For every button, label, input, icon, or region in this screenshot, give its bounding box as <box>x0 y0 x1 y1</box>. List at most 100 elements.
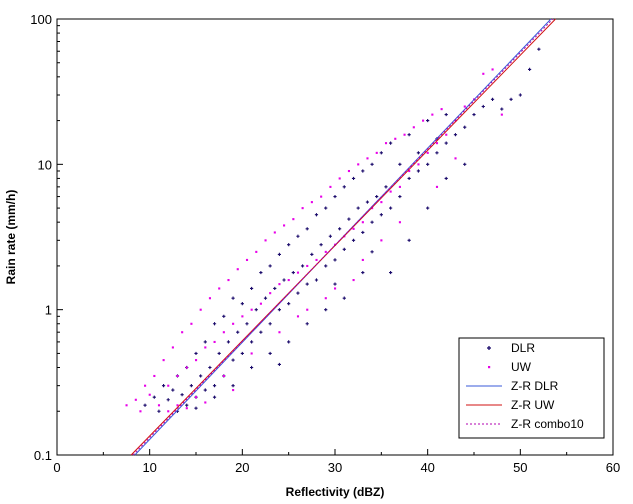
data-point-uw <box>389 190 392 193</box>
x-axis: 0 10 20 30 40 50 60 Reflectivity (dBZ) <box>53 460 620 499</box>
data-point-uw <box>134 398 137 401</box>
data-point-uw <box>417 163 420 166</box>
data-point-uw <box>278 283 281 286</box>
data-point-dlr <box>444 112 448 117</box>
data-point-uw <box>301 207 304 210</box>
data-point-dlr <box>287 243 291 247</box>
data-point-uw <box>259 302 262 305</box>
data-point-dlr <box>324 206 328 210</box>
data-point-dlr <box>226 340 231 344</box>
data-point-uw <box>338 177 341 180</box>
data-point-dlr <box>370 220 374 224</box>
data-point-uw <box>412 126 415 129</box>
y-tick-label: 10 <box>38 157 52 172</box>
data-point-uw <box>250 308 253 311</box>
data-point-dlr <box>472 112 476 117</box>
legend-label-zr-dlr: Z-R DLR <box>511 379 559 393</box>
data-point-uw <box>324 297 327 300</box>
data-point-dlr <box>231 384 235 388</box>
data-point-uw <box>204 401 207 404</box>
data-point-dlr <box>407 133 411 137</box>
data-point-dlr <box>426 118 430 123</box>
data-point-dlr <box>361 270 365 275</box>
data-point-dlr <box>268 351 272 356</box>
data-point-uw <box>403 133 406 136</box>
data-point-uw <box>296 315 300 318</box>
data-point-uw <box>482 72 485 75</box>
data-point-uw <box>320 195 323 198</box>
data-point-uw <box>269 292 272 295</box>
data-point-dlr <box>259 270 263 275</box>
data-point-dlr <box>273 286 277 291</box>
data-point-uw <box>435 185 439 188</box>
data-point-dlr <box>509 97 513 101</box>
data-point-dlr <box>389 270 393 275</box>
data-point-dlr <box>300 264 305 268</box>
data-point-dlr <box>444 176 448 181</box>
legend-item-zr-uw: Z-R UW <box>466 398 555 412</box>
data-point-uw <box>139 410 142 413</box>
data-point-uw <box>236 268 239 271</box>
data-point-uw <box>352 227 355 230</box>
x-tick-label: 0 <box>53 460 60 475</box>
data-point-uw <box>361 221 364 224</box>
data-point-uw <box>440 108 443 111</box>
data-point-uw <box>352 279 355 282</box>
data-point-dlr <box>277 308 281 312</box>
y-tick-label: 0.1 <box>34 448 52 463</box>
data-point-uw <box>195 396 198 399</box>
data-point-dlr <box>250 286 254 291</box>
series-uw <box>125 68 503 413</box>
data-point-dlr <box>333 258 337 262</box>
data-point-uw <box>157 404 161 407</box>
data-point-dlr <box>199 374 203 378</box>
data-point-uw <box>222 331 225 334</box>
data-point-dlr <box>310 252 314 257</box>
data-point-uw <box>167 384 170 387</box>
data-point-uw <box>347 169 350 173</box>
data-point-uw <box>422 119 425 122</box>
data-point-uw <box>185 407 188 410</box>
data-point-dlr <box>435 151 439 155</box>
data-point-dlr <box>171 388 175 392</box>
data-point-dlr <box>203 388 207 392</box>
legend-label-dlr: DLR <box>511 341 535 355</box>
data-point-uw <box>255 250 258 253</box>
data-point-uw <box>315 258 318 262</box>
data-point-uw <box>264 239 267 242</box>
data-point-dlr <box>291 270 295 275</box>
data-point-dlr <box>528 67 532 71</box>
data-point-dlr <box>453 133 458 137</box>
data-point-dlr <box>194 351 198 356</box>
data-point-uw <box>310 201 313 204</box>
data-point-dlr <box>324 264 328 268</box>
data-point-dlr <box>407 176 411 181</box>
x-axis-title: Reflectivity (dBZ) <box>286 485 385 499</box>
data-point-dlr <box>259 330 263 334</box>
data-point-dlr <box>351 238 356 242</box>
data-point-dlr <box>407 238 411 242</box>
data-point-dlr <box>398 194 402 199</box>
data-point-uw <box>144 384 147 387</box>
data-point-dlr <box>351 176 356 181</box>
data-point-dlr <box>250 365 254 370</box>
data-point-uw <box>185 366 188 369</box>
data-point-uw <box>222 374 225 378</box>
data-point-dlr <box>342 296 346 300</box>
plot-area <box>56 18 614 456</box>
data-point-dlr <box>282 278 286 282</box>
data-point-uw <box>334 287 337 290</box>
data-point-dlr <box>361 169 365 173</box>
data-point-dlr <box>263 296 268 300</box>
data-point-dlr <box>250 340 254 344</box>
x-tick-label: 60 <box>606 460 620 475</box>
legend-label-zr-uw: Z-R UW <box>511 398 555 412</box>
data-point-uw <box>380 239 383 242</box>
data-point-dlr <box>314 278 319 282</box>
x-tick-label: 50 <box>513 460 527 475</box>
data-point-uw <box>227 279 230 282</box>
data-point-uw <box>241 315 244 318</box>
data-point-uw <box>394 137 397 140</box>
data-point-uw <box>195 359 198 362</box>
